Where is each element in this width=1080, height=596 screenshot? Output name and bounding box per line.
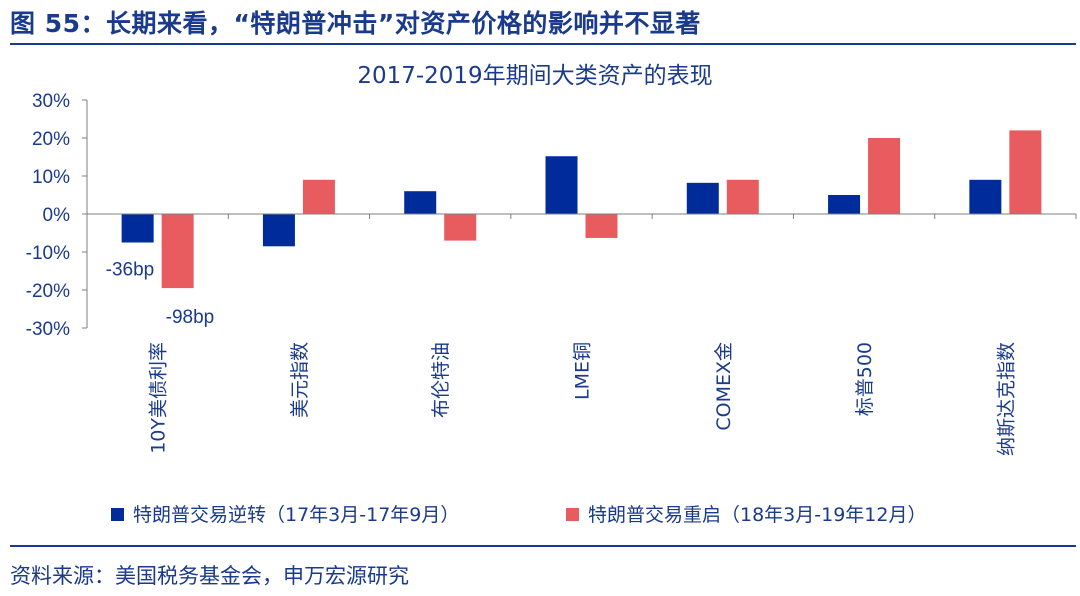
chart-title: 2017-2019年期间大类资产的表现 xyxy=(357,63,712,89)
x-axis: 10Y美债利率 美元指数 布伦特油 LME铜 COMEX金 标普500 纳斯达克指数 xyxy=(86,213,1077,456)
category-label: COMEX金 xyxy=(713,342,735,431)
category-label: 10Y美债利率 xyxy=(148,342,170,454)
bar-reversal xyxy=(686,182,719,214)
y-tick-label: 20% xyxy=(32,129,70,150)
bar-restart xyxy=(585,214,618,238)
bar-reversal xyxy=(404,191,437,214)
category-label: LME铜 xyxy=(572,342,594,400)
category-label: 纳斯达克指数 xyxy=(995,342,1017,456)
bar-reversal xyxy=(545,156,578,214)
legend: 特朗普交易逆转（17年3月-17年9月） 特朗普交易重启（18年3月-19年12月… xyxy=(111,504,926,526)
bar-restart xyxy=(444,214,477,241)
legend-label: 特朗普交易重启（18年3月-19年12月） xyxy=(588,504,926,526)
legend-label: 特朗普交易逆转（17年3月-17年9月） xyxy=(133,504,459,526)
category-label: 标普500 xyxy=(854,342,876,416)
bar-restart xyxy=(302,179,335,214)
legend-swatch xyxy=(566,508,579,521)
y-axis: 30% 20% 10% 0% -10% -20% -30% xyxy=(26,91,88,340)
y-tick-label: 30% xyxy=(32,91,70,112)
bar-reversal xyxy=(262,214,295,247)
title-divider xyxy=(10,43,1076,45)
category-label: 布伦特油 xyxy=(430,342,452,418)
bar-annotation: -36bp xyxy=(106,260,155,281)
footer-divider xyxy=(10,545,1076,547)
bar-restart xyxy=(161,214,194,289)
source-note: 资料来源：美国税务基金会，申万宏源研究 xyxy=(10,564,409,588)
bar-restart xyxy=(726,179,759,214)
category-label: 美元指数 xyxy=(289,342,311,418)
bar-restart xyxy=(868,138,901,214)
bar-annotation: -98bp xyxy=(166,307,215,328)
annotations: -36bp -98bp xyxy=(106,260,215,329)
y-tick-label: 0% xyxy=(43,205,71,226)
y-tick-label: -30% xyxy=(26,319,70,340)
y-tick-label: 10% xyxy=(32,167,70,188)
y-tick-label: -10% xyxy=(26,243,70,264)
y-tick-label: -20% xyxy=(26,281,70,302)
bars xyxy=(121,130,1042,289)
figure-title: 图 55：长期来看，“特朗普冲击”对资产价格的影响并不显著 xyxy=(10,9,701,38)
bar-restart xyxy=(1009,130,1042,214)
bar-reversal xyxy=(828,195,861,214)
bar-reversal xyxy=(121,214,154,243)
bar-chart: 2017-2019年期间大类资产的表现 30% 20% 10% 0% -10% -20% -… xyxy=(26,63,1077,526)
legend-swatch xyxy=(111,508,124,521)
bar-reversal xyxy=(969,179,1002,214)
